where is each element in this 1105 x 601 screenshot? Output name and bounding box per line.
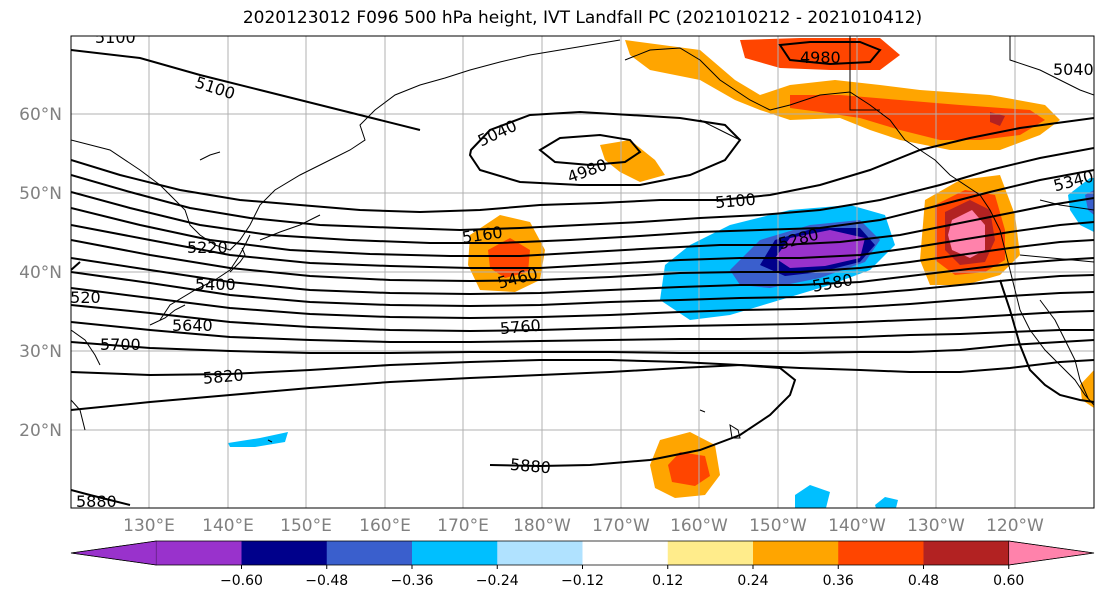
map-panel: 5100 5100 5040 4980 4980 5040 5100 5160 … <box>60 28 1094 511</box>
lon-label-140w: 140°W <box>828 516 886 536</box>
lon-label-140e: 140°E <box>202 516 254 536</box>
colorbar-segment <box>412 541 498 565</box>
longitude-labels: 130°E 140°E 150°E 160°E 170°E 180°W 170°… <box>123 516 1044 536</box>
anomaly-neg-canada-2 <box>1085 190 1094 215</box>
lat-label-40n: 40°N <box>19 263 62 283</box>
map-title: 2020123012 F096 500 hPa height, IVT Land… <box>242 8 923 28</box>
latitude-labels: 60°N 50°N 40°N 30°N 20°N <box>19 105 62 441</box>
lon-label-160w: 160°W <box>670 516 728 536</box>
colorbar: −0.60 −0.48 −0.36 −0.24 −0.12 0.12 0.24 0.36 0.4… <box>70 540 1095 589</box>
contour-label-5880-sw: 5880 <box>76 492 117 511</box>
anomaly-alaska-mid <box>790 95 1045 140</box>
colorbar-segment <box>838 541 924 565</box>
contour-label-5400: 5400 <box>195 275 236 294</box>
contour-label-4980-north: 4980 <box>800 48 841 67</box>
colorbar-segment <box>923 541 1010 565</box>
anomaly-aleutian <box>600 140 665 182</box>
colorbar-tick-label: −0.24 <box>476 573 519 589</box>
colorbar-tick-label: −0.12 <box>561 573 604 589</box>
colorbar-segment <box>497 541 583 565</box>
contour-label-5520: 5520 <box>60 288 101 307</box>
anomaly-mexico <box>1080 370 1094 408</box>
contour-label-5820: 5820 <box>202 365 244 387</box>
lon-label-180w: 180°W <box>513 516 571 536</box>
colorbar-tick-label: 0.60 <box>993 573 1024 589</box>
lon-label-170w: 170°W <box>592 516 650 536</box>
colorbar-tick-label: 0.24 <box>737 573 768 589</box>
colorbar-tick-label: 0.36 <box>823 573 854 589</box>
lon-label-130e: 130°E <box>123 516 175 536</box>
contour-label-5880: 5880 <box>509 455 551 477</box>
colorbar-tick-label: −0.60 <box>220 573 263 589</box>
contour-label-5700: 5700 <box>100 335 141 354</box>
anomaly-neg-east <box>875 497 898 508</box>
anomaly-neg-canada <box>1068 178 1094 232</box>
colorbar-outline <box>70 540 1095 566</box>
lon-label-130w: 130°W <box>907 516 965 536</box>
anomaly-neg-hawaii <box>795 485 830 508</box>
lat-label-50n: 50°N <box>19 184 62 204</box>
colorbar-segment <box>753 541 839 565</box>
anomaly-alaska-core <box>990 112 1005 126</box>
contour-label-5100-nw: 5100 <box>95 28 136 47</box>
contour-labels: 5100 5100 5040 4980 4980 5040 5100 5160 … <box>60 28 1094 511</box>
colorbar-segment <box>241 541 328 565</box>
anomaly-neg-japan-south <box>228 432 288 447</box>
anomaly-pnw-core <box>948 210 985 258</box>
contour-label-5100-east: 5100 <box>714 190 756 212</box>
lon-label-170e: 170°E <box>437 516 489 536</box>
contour-label-5760: 5760 <box>499 316 541 338</box>
colorbar-tick-label: −0.36 <box>391 573 434 589</box>
colorbar-segment <box>326 541 413 565</box>
colorbar-segment <box>667 541 754 565</box>
lat-label-30n: 30°N <box>19 342 62 362</box>
map-frame <box>70 35 1095 509</box>
contour-label-5040-east: 5040 <box>1053 60 1094 79</box>
lon-label-150w: 150°W <box>749 516 807 536</box>
lon-label-160e: 160°E <box>359 516 411 536</box>
colorbar-extend-left <box>70 540 157 566</box>
colorbar-segment <box>156 541 242 565</box>
ivt-shading <box>228 38 1094 508</box>
colorbar-tick-label: 0.48 <box>908 573 939 589</box>
lat-label-20n: 20°N <box>19 421 62 441</box>
height-contours <box>71 41 1094 506</box>
lat-label-60n: 60°N <box>19 105 62 125</box>
colorbar-tick-label: 0.12 <box>652 573 683 589</box>
contour-label-5220: 5220 <box>187 238 228 257</box>
colorbar-extend-right <box>1008 540 1095 566</box>
colorbar-tick-label: −0.48 <box>305 573 348 589</box>
lon-label-150e: 150°E <box>280 516 332 536</box>
lon-label-120w: 120°W <box>986 516 1044 536</box>
colorbar-segment <box>582 541 669 565</box>
contour-label-5640: 5640 <box>172 316 213 335</box>
